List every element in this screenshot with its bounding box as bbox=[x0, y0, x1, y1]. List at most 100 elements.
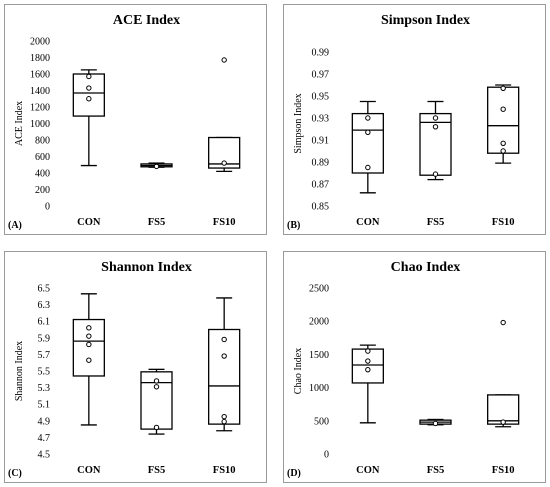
data-point bbox=[500, 319, 506, 326]
y-axis-label: Simpson Index bbox=[293, 93, 304, 153]
y-tick-label: 0.91 bbox=[312, 136, 330, 147]
y-tick-label: 800 bbox=[35, 136, 50, 147]
y-tick-label: 6.1 bbox=[38, 317, 51, 328]
data-point bbox=[365, 348, 371, 354]
y-tick-label: 0.87 bbox=[312, 180, 330, 191]
panel-label: (D) bbox=[287, 468, 301, 479]
data-point bbox=[153, 424, 160, 431]
box-fs10 bbox=[208, 297, 241, 432]
chart-chao: Chao Index Chao Index 0 500 1000 1500 2000 2500… bbox=[293, 260, 520, 476]
y-tick-label: 4.5 bbox=[38, 450, 51, 461]
chart-title: Simpson Index bbox=[381, 13, 470, 28]
data-point bbox=[86, 73, 92, 80]
box-fs5 bbox=[419, 418, 452, 427]
chart-title: ACE Index bbox=[113, 13, 180, 28]
x-tick-label: CON bbox=[77, 217, 101, 228]
chart-shannon: Shannon Index Shannon Index 4.5 4.7 4.9 5.1 5.… bbox=[14, 260, 241, 476]
iqr-box bbox=[487, 394, 520, 425]
y-tick-label: 0.93 bbox=[312, 114, 330, 125]
y-tick-label: 0 bbox=[45, 202, 50, 213]
y-tick-label: 2000 bbox=[30, 37, 50, 48]
y-tick-label: 5.1 bbox=[38, 400, 51, 411]
x-tick-label: CON bbox=[356, 217, 380, 228]
y-tick-label: 600 bbox=[35, 152, 50, 163]
data-point bbox=[500, 140, 506, 147]
y-tick-label: 1600 bbox=[30, 70, 50, 81]
y-tick-label: 0.85 bbox=[312, 202, 330, 213]
data-point bbox=[153, 163, 160, 170]
data-point bbox=[86, 85, 92, 91]
data-point bbox=[432, 420, 439, 427]
data-point bbox=[221, 336, 227, 343]
y-tick-label: 0.97 bbox=[312, 70, 330, 81]
y-axis-label: Chao Index bbox=[293, 348, 304, 394]
y-tick-label: 6.3 bbox=[38, 300, 51, 311]
data-point bbox=[365, 366, 371, 373]
data-point bbox=[153, 378, 160, 384]
chart-title: Chao Index bbox=[391, 260, 461, 275]
x-tick-label: FS5 bbox=[427, 465, 445, 476]
x-tick-label: FS10 bbox=[213, 465, 236, 476]
x-tick-label: FS5 bbox=[427, 217, 445, 228]
data-point bbox=[432, 124, 439, 130]
y-tick-label: 1500 bbox=[309, 350, 329, 361]
y-tick-label: 6.5 bbox=[38, 284, 51, 295]
panel-label: (C) bbox=[8, 468, 22, 479]
iqr-box bbox=[208, 328, 241, 425]
x-tick-label: FS5 bbox=[148, 465, 166, 476]
data-point bbox=[86, 333, 92, 339]
x-tick-label: FS10 bbox=[492, 465, 515, 476]
x-tick-label: CON bbox=[77, 465, 101, 476]
box-fs10 bbox=[208, 57, 241, 173]
iqr-box bbox=[419, 112, 452, 176]
y-tick-label: 4.9 bbox=[38, 416, 51, 427]
chart-simpson: Simpson Index Simpson Index 0.85 0.87 0.89 0.… bbox=[293, 13, 520, 228]
data-point bbox=[365, 115, 371, 121]
y-tick-label: 4.7 bbox=[38, 433, 51, 444]
y-tick-label: 400 bbox=[35, 169, 50, 180]
panel-label: (A) bbox=[8, 220, 22, 231]
box-con bbox=[351, 100, 384, 194]
data-point bbox=[221, 57, 227, 63]
panel-chao: Chao Index Chao Index 0 500 1000 1500 2000 2500… bbox=[283, 251, 546, 483]
y-tick-label: 5.5 bbox=[38, 367, 51, 378]
y-tick-label: 2500 bbox=[309, 284, 329, 295]
data-point bbox=[500, 148, 506, 154]
data-point bbox=[86, 96, 92, 102]
x-tick-label: CON bbox=[356, 465, 380, 476]
data-point bbox=[500, 419, 506, 425]
data-point bbox=[86, 357, 92, 363]
data-point bbox=[432, 115, 439, 121]
box-fs10 bbox=[487, 319, 520, 428]
y-tick-label: 1000 bbox=[309, 383, 329, 394]
box-fs10 bbox=[487, 84, 520, 164]
iqr-box bbox=[72, 73, 105, 117]
y-tick-label: 1400 bbox=[30, 86, 50, 97]
iqr-box bbox=[351, 348, 384, 384]
panel-ace: ACE Index ACE Index 0 200 400 600 800 1000 1200 1… bbox=[4, 4, 267, 235]
y-tick-label: 0.99 bbox=[312, 48, 330, 59]
data-point bbox=[432, 171, 439, 177]
box-fs5 bbox=[140, 162, 173, 170]
y-tick-label: 0.89 bbox=[312, 158, 330, 169]
y-tick-label: 200 bbox=[35, 185, 50, 196]
box-con bbox=[72, 69, 105, 167]
data-point bbox=[221, 413, 227, 420]
data-point bbox=[153, 384, 160, 390]
chart-ace: ACE Index ACE Index 0 200 400 600 800 1000 1200 1… bbox=[14, 13, 241, 228]
data-point bbox=[221, 160, 227, 166]
y-axis-label: Shannon Index bbox=[14, 341, 25, 401]
y-tick-label: 2000 bbox=[309, 317, 329, 328]
y-tick-label: 1800 bbox=[30, 53, 50, 64]
data-point bbox=[221, 418, 227, 425]
data-point bbox=[500, 106, 506, 112]
x-tick-label: FS5 bbox=[148, 217, 166, 228]
data-point bbox=[365, 358, 371, 364]
data-point bbox=[365, 164, 371, 171]
data-point bbox=[365, 129, 371, 136]
chart-title: Shannon Index bbox=[101, 260, 192, 275]
data-point bbox=[86, 325, 92, 331]
data-point bbox=[221, 353, 227, 359]
y-tick-label: 1000 bbox=[30, 119, 50, 130]
data-point bbox=[500, 85, 506, 92]
